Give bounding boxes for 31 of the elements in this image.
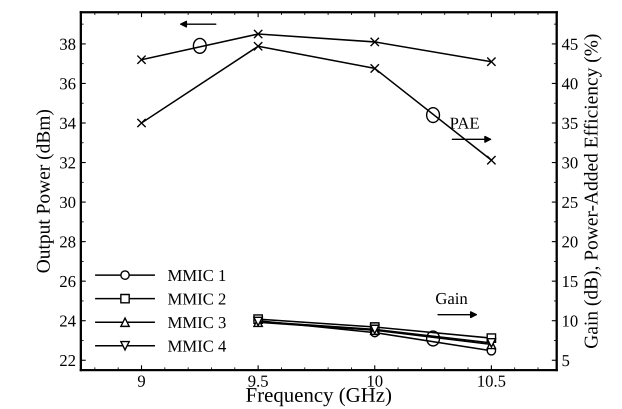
y-tick-label: 38 <box>60 38 76 50</box>
annotation: PAE <box>450 118 479 129</box>
y-tick-label: 28 <box>60 236 76 248</box>
x-tick-label: 9 <box>138 376 145 387</box>
y2-tick-label: 45 <box>562 38 578 50</box>
x-axis-title: Frequency (GHz) <box>246 387 392 406</box>
y-tick-label: 36 <box>60 78 76 90</box>
y2-tick-label: 15 <box>563 276 578 288</box>
x-tick-label: 10 <box>368 375 382 387</box>
legend-label: MMIC 3 <box>168 317 226 328</box>
y-tick-label: 24 <box>60 315 76 326</box>
legend-label: MMIC 4 <box>168 340 226 352</box>
legend-label: MMIC 1 <box>168 270 226 282</box>
annotation: Gain <box>436 292 468 304</box>
y2-axis-title: Gain (dB), Power-Added Efficiency (%) <box>584 34 602 348</box>
y2-tick-label: 25 <box>562 196 578 208</box>
y2-tick-label: 40 <box>562 78 578 90</box>
y2-tick-label: 30 <box>562 157 578 168</box>
y-tick-label: 32 <box>60 157 76 168</box>
x-tick-label: 9.5 <box>248 376 268 387</box>
y2-tick-label: 20 <box>562 236 578 248</box>
x-tick-label: 10.5 <box>478 375 506 387</box>
y2-tick-label: 5 <box>562 355 570 366</box>
y-tick-label: 34 <box>60 118 76 129</box>
legend-label: MMIC 2 <box>168 293 226 305</box>
y2-tick-label: 10 <box>563 315 578 327</box>
y-tick-label: 22 <box>60 355 76 366</box>
y2-tick-label: 35 <box>562 118 578 129</box>
y-axis-title: Output Power (dBm) <box>36 110 54 272</box>
y-tick-label: 26 <box>60 276 76 288</box>
y-tick-label: 30 <box>60 196 76 208</box>
